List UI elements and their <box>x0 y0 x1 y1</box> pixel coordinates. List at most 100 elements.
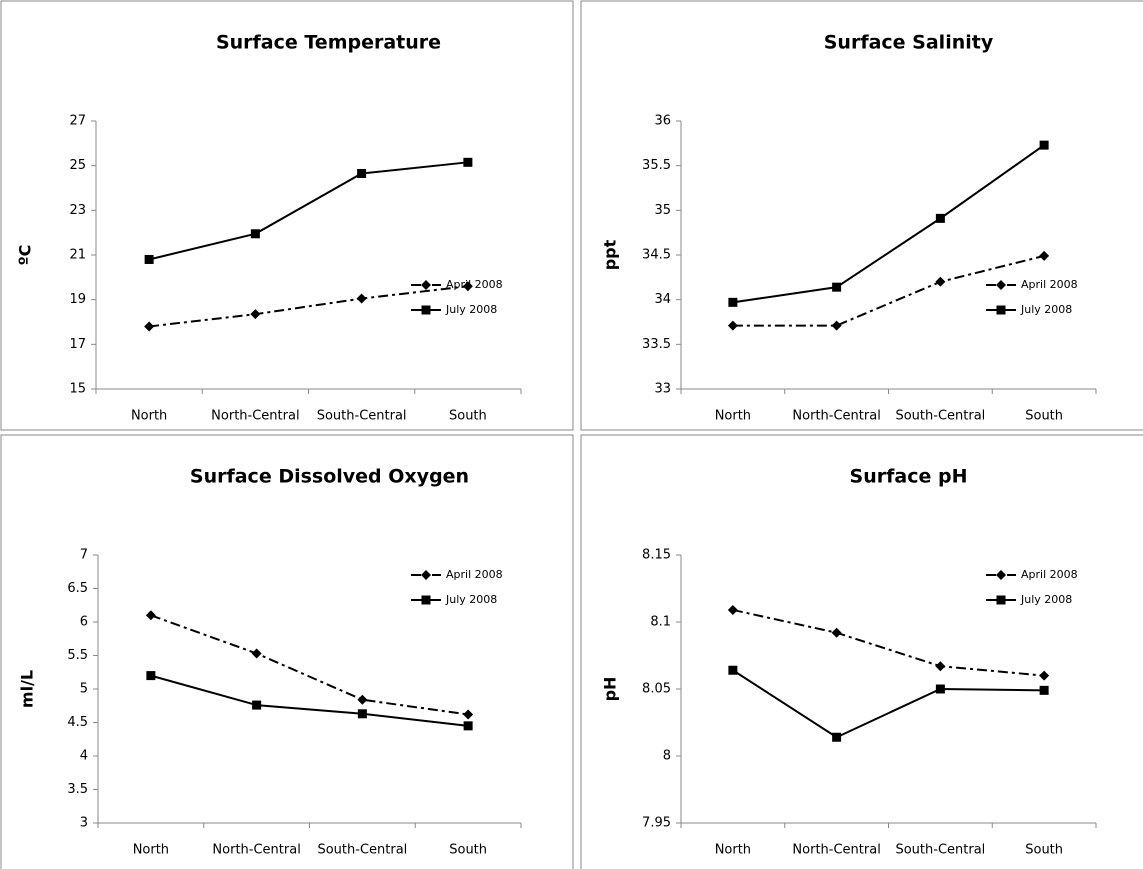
marker <box>935 276 946 287</box>
marker <box>146 671 156 681</box>
marker <box>463 721 473 731</box>
legend-marker <box>421 280 431 290</box>
marker <box>250 309 261 320</box>
legend-label: April 2008 <box>1021 278 1078 291</box>
y-tick-label: 17 <box>69 337 86 352</box>
panel-border <box>0 0 574 431</box>
legend-marker <box>421 570 431 580</box>
y-tick-label: 33 <box>654 382 671 397</box>
legend-label: July 2008 <box>1020 303 1072 316</box>
marker <box>145 610 156 621</box>
legend-marker <box>996 595 1006 605</box>
marker <box>463 709 474 720</box>
chart-title: Surface Dissolved Oxygen <box>190 466 469 488</box>
series-line <box>150 674 469 727</box>
legend-label: April 2008 <box>1021 568 1078 581</box>
x-tick-label: South-Central <box>895 409 985 424</box>
x-tick-label: North-Central <box>212 843 300 858</box>
y-axis-label: pH <box>601 677 620 702</box>
marker <box>250 229 260 239</box>
panel-border <box>580 0 1143 431</box>
series-line <box>149 285 468 328</box>
y-tick-label: 7.95 <box>642 816 671 831</box>
x-tick-label: North <box>131 409 167 424</box>
series-line <box>150 614 469 716</box>
chart-panel: Surface Dissolved Oxygen ml/L 3 3.5 4 4.5 5 5.5… <box>0 434 574 869</box>
marker <box>144 321 155 332</box>
marker <box>727 320 738 331</box>
marker <box>935 213 945 223</box>
marker <box>144 254 154 264</box>
legend-label: July 2008 <box>445 593 497 606</box>
legend-label: July 2008 <box>1020 593 1072 606</box>
y-axis-label: ºC <box>16 245 35 266</box>
chart-title: Surface Salinity <box>824 32 994 54</box>
marker <box>357 168 367 178</box>
marker <box>356 293 367 304</box>
marker <box>831 627 842 638</box>
x-tick-label: South <box>449 843 487 858</box>
series-line <box>732 254 1045 327</box>
y-tick-label: 5 <box>80 682 88 697</box>
y-tick-label: 19 <box>69 292 86 307</box>
y-tick-label: 21 <box>69 248 86 263</box>
y-axis-label: ppt <box>601 239 620 270</box>
marker <box>1039 670 1050 681</box>
legend-label: April 2008 <box>446 568 503 581</box>
y-tick-label: 7 <box>80 548 88 563</box>
chart-panel: Surface pH pH 7.95 8 8.05 8.1 8.15 North North-C… <box>580 434 1143 869</box>
x-tick-label: South-Central <box>317 843 407 858</box>
x-tick-label: North-Central <box>792 409 880 424</box>
series-line <box>732 144 1045 304</box>
legend-marker <box>421 595 431 605</box>
x-tick-label: South <box>1025 409 1063 424</box>
y-tick-label: 8.1 <box>650 615 671 630</box>
chart-title: Surface pH <box>850 466 968 488</box>
series-line <box>732 608 1045 677</box>
x-tick-label: North-Central <box>792 843 880 858</box>
legend-marker <box>421 305 431 315</box>
marker <box>727 604 738 615</box>
y-tick-label: 3 <box>80 816 88 831</box>
y-axis-label: ml/L <box>18 670 37 708</box>
x-tick-label: North <box>133 843 169 858</box>
y-tick-label: 33.5 <box>642 337 671 352</box>
legend-label: April 2008 <box>446 278 503 291</box>
marker <box>463 157 473 167</box>
marker <box>935 684 945 694</box>
x-tick-label: South-Central <box>895 843 985 858</box>
y-tick-label: 4.5 <box>67 715 88 730</box>
legend-marker <box>996 280 1006 290</box>
y-tick-label: 4 <box>80 749 88 764</box>
marker <box>252 700 262 710</box>
y-tick-label: 27 <box>69 114 86 129</box>
y-tick-label: 6.5 <box>67 581 88 596</box>
x-tick-label: North <box>715 409 751 424</box>
marker <box>1039 250 1050 261</box>
series-line <box>148 161 468 261</box>
y-tick-label: 35 <box>654 203 671 218</box>
marker <box>728 297 738 307</box>
y-tick-label: 5.5 <box>67 648 88 663</box>
y-tick-label: 23 <box>69 203 86 218</box>
marker <box>1039 685 1049 695</box>
y-tick-label: 3.5 <box>67 782 88 797</box>
y-tick-label: 8.15 <box>642 548 671 563</box>
chart-title: Surface Temperature <box>216 32 441 54</box>
x-tick-label: South <box>1025 843 1063 858</box>
marker <box>462 281 473 292</box>
x-tick-label: North-Central <box>211 409 299 424</box>
marker <box>728 665 738 675</box>
y-tick-label: 8 <box>663 749 671 764</box>
y-tick-label: 34 <box>654 292 671 307</box>
panel-border <box>0 434 574 869</box>
series-line <box>732 669 1045 739</box>
x-tick-label: South-Central <box>317 409 407 424</box>
legend-marker <box>996 305 1006 315</box>
marker <box>1039 140 1049 150</box>
y-tick-label: 6 <box>80 615 88 630</box>
marker <box>832 282 842 292</box>
panel-border <box>580 434 1143 869</box>
y-tick-label: 15 <box>69 382 86 397</box>
y-tick-label: 25 <box>69 158 86 173</box>
